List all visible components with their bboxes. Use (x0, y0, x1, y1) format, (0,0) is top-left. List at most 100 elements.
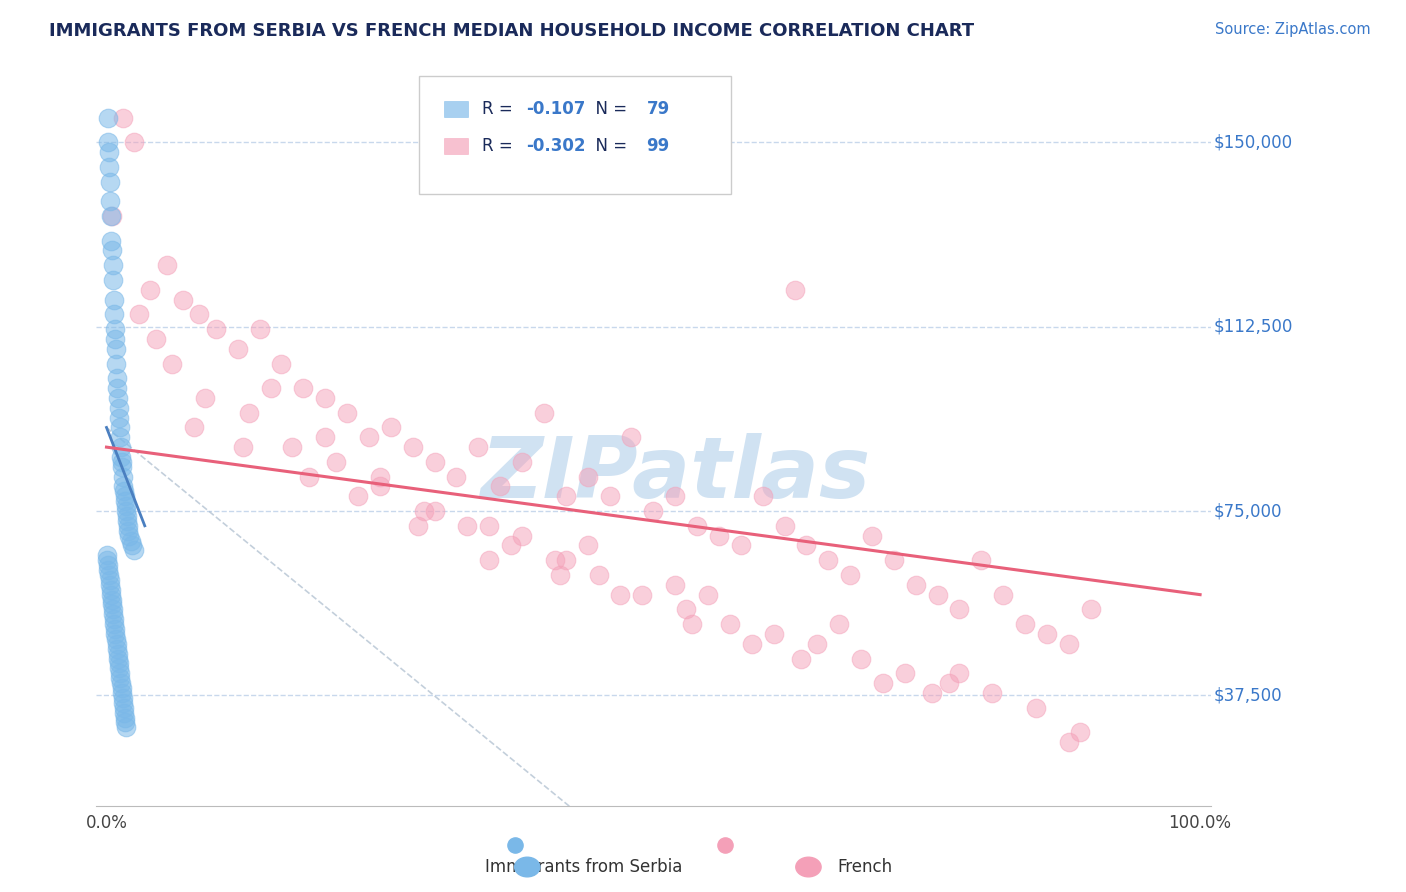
Point (544, 553, 567, 567)
Point (100, 234, 122, 248)
Point (104, 332, 127, 346)
Point (101, 209, 124, 223)
Point (839, 568, 862, 582)
Point (101, 602, 124, 616)
Point (510, 455, 533, 469)
Point (894, 666, 917, 681)
Point (104, 342, 127, 356)
Point (981, 686, 1004, 700)
Point (1057, 735, 1080, 749)
Point (97, 145, 120, 160)
Point (100, 209, 122, 223)
Point (1036, 627, 1059, 641)
Point (100, 592, 122, 607)
Point (112, 700, 135, 714)
Point (325, 455, 347, 469)
Point (751, 489, 773, 503)
Point (108, 661, 131, 675)
Point (104, 627, 127, 641)
Point (104, 322, 127, 336)
Text: R =: R = (481, 100, 517, 118)
Point (298, 469, 321, 483)
Point (117, 518, 139, 533)
Point (121, 539, 143, 553)
Point (118, 528, 141, 542)
Point (110, 671, 132, 685)
Point (103, 607, 125, 622)
Point (107, 391, 129, 405)
Point (368, 479, 391, 493)
Point (993, 588, 1015, 602)
Point (259, 381, 281, 395)
Point (100, 582, 122, 597)
Point (347, 489, 370, 503)
Point (489, 479, 512, 493)
Point (108, 410, 131, 425)
Point (139, 283, 162, 297)
Point (194, 391, 217, 405)
Text: Immigrants from Serbia: Immigrants from Serbia (485, 858, 682, 876)
Point (100, 588, 122, 602)
Point (114, 710, 136, 724)
Point (402, 440, 425, 454)
Point (111, 690, 134, 705)
Point (554, 553, 576, 567)
Point (111, 459, 134, 474)
Point (883, 553, 905, 567)
Point (576, 469, 599, 483)
Point (122, 543, 145, 558)
Point (599, 489, 621, 503)
Point (872, 676, 894, 690)
Point (948, 602, 970, 616)
Text: 99: 99 (647, 137, 669, 155)
Point (533, 406, 555, 420)
Point (478, 553, 501, 567)
Point (423, 455, 446, 469)
Point (707, 528, 730, 542)
Point (107, 657, 129, 671)
Point (226, 342, 249, 356)
Text: -0.107: -0.107 (526, 100, 585, 118)
Point (110, 681, 132, 695)
Point (110, 676, 132, 690)
Point (817, 553, 839, 567)
FancyBboxPatch shape (443, 138, 468, 154)
Point (97, 563, 120, 577)
Point (112, 696, 135, 710)
Point (609, 588, 631, 602)
Point (114, 494, 136, 508)
Point (97, 558, 120, 573)
Point (292, 381, 315, 395)
Point (576, 539, 599, 553)
Point (111, 469, 134, 483)
Point (921, 686, 943, 700)
Point (101, 598, 124, 612)
Point (104, 622, 127, 636)
Point (117, 524, 139, 538)
Point (105, 371, 128, 385)
Point (314, 391, 336, 405)
Point (107, 381, 129, 395)
Point (232, 440, 254, 454)
Point (554, 489, 576, 503)
Point (105, 637, 128, 651)
Point (112, 706, 135, 720)
Point (796, 539, 818, 553)
Point (664, 489, 686, 503)
Text: Source: ZipAtlas.com: Source: ZipAtlas.com (1215, 22, 1371, 37)
FancyBboxPatch shape (419, 76, 731, 194)
Point (970, 553, 993, 567)
Point (718, 617, 741, 632)
Point (510, 528, 533, 542)
Point (103, 293, 125, 307)
Point (98, 175, 121, 189)
Point (314, 430, 336, 444)
Point (1069, 725, 1091, 739)
Point (631, 588, 654, 602)
Point (188, 307, 211, 321)
Text: French: French (837, 858, 893, 876)
Point (105, 641, 128, 656)
Point (336, 406, 359, 420)
Point (107, 647, 129, 661)
Point (97, 568, 120, 582)
